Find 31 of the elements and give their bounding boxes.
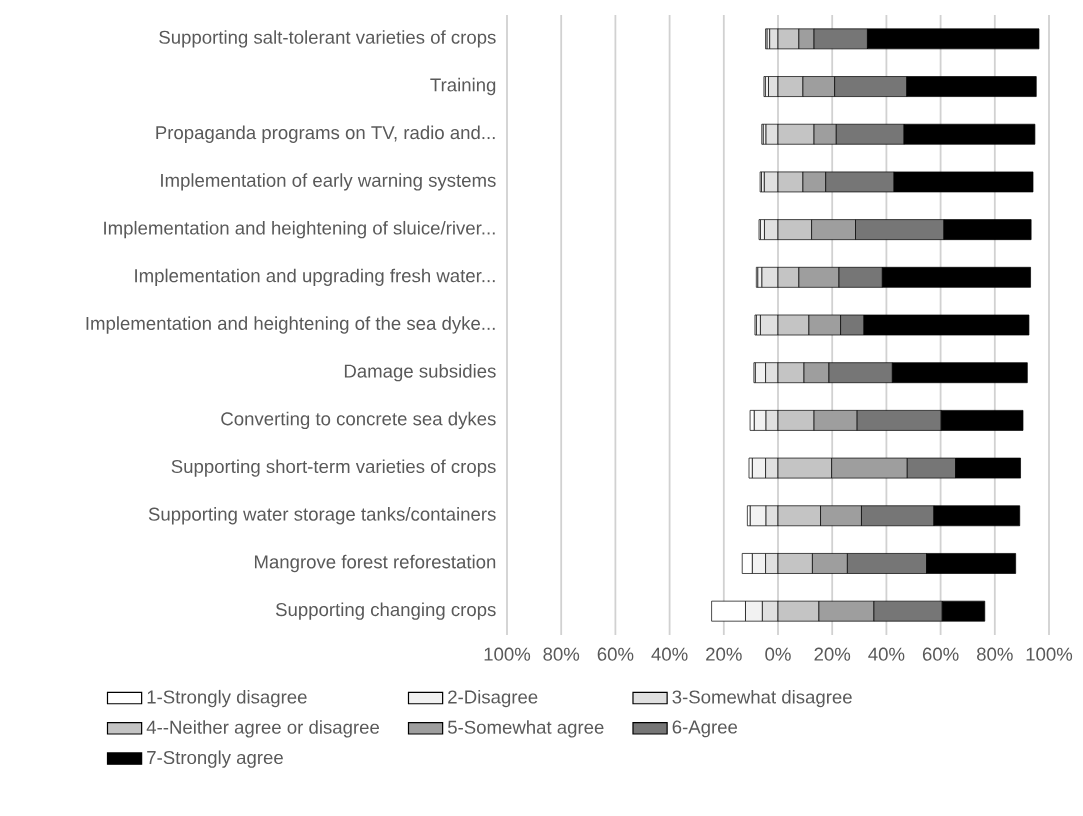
y-tick-label: Supporting changing crops bbox=[275, 602, 496, 620]
y-tick-label: Implementation of early warning systems bbox=[161, 173, 496, 191]
x-tick-label: 80% bbox=[977, 647, 1013, 661]
y-tick-label: Damage subsidies bbox=[344, 364, 496, 382]
y-tick-label: Implementation and upgrading fresh water... bbox=[135, 268, 495, 286]
y-tick-label: Supporting short-term varieties of crops bbox=[171, 459, 496, 477]
legend-label: 3-Somewhat disagree bbox=[672, 689, 852, 708]
legend-label: 6-Agree bbox=[672, 720, 738, 738]
y-tick-label: Supporting salt-tolerant varieties of crops bbox=[159, 30, 496, 48]
legend-label: 4--Neither agree or disagree bbox=[146, 720, 379, 738]
y-tick-label: Supporting water storage tanks/containers bbox=[148, 507, 496, 525]
x-tick-label: 100% bbox=[484, 647, 531, 661]
y-tick-label: Implementation and heightening of sluice/river... bbox=[104, 220, 495, 239]
x-tick-label: 20% bbox=[706, 647, 742, 661]
legend-label: 7-Strongly agree bbox=[147, 750, 283, 768]
legend-label: 2-Disagree bbox=[448, 689, 538, 708]
x-tick-label: 40% bbox=[651, 647, 688, 661]
x-tick-label: 20% bbox=[814, 647, 851, 661]
y-tick-label: Converting to concrete sea dykes bbox=[221, 411, 496, 430]
legend-label: 5-Somewhat agree bbox=[447, 720, 604, 738]
y-tick-label: Mangrove forest reforestation bbox=[254, 554, 496, 573]
x-tick-label: 80% bbox=[543, 647, 580, 661]
x-tick-label: 100% bbox=[1026, 647, 1073, 661]
x-tick-label: 60% bbox=[597, 647, 634, 661]
legend-label: 1-Strongly disagree bbox=[147, 689, 307, 708]
y-tick-label: Propaganda programs on TV, radio and... bbox=[156, 125, 495, 143]
y-tick-label: Implementation and heightening of the sea dyke... bbox=[86, 316, 495, 334]
y-tick-label: Training bbox=[430, 77, 496, 96]
x-tick-label: 0% bbox=[765, 647, 791, 661]
x-tick-label: 40% bbox=[868, 647, 905, 661]
x-tick-label: 60% bbox=[922, 647, 959, 661]
